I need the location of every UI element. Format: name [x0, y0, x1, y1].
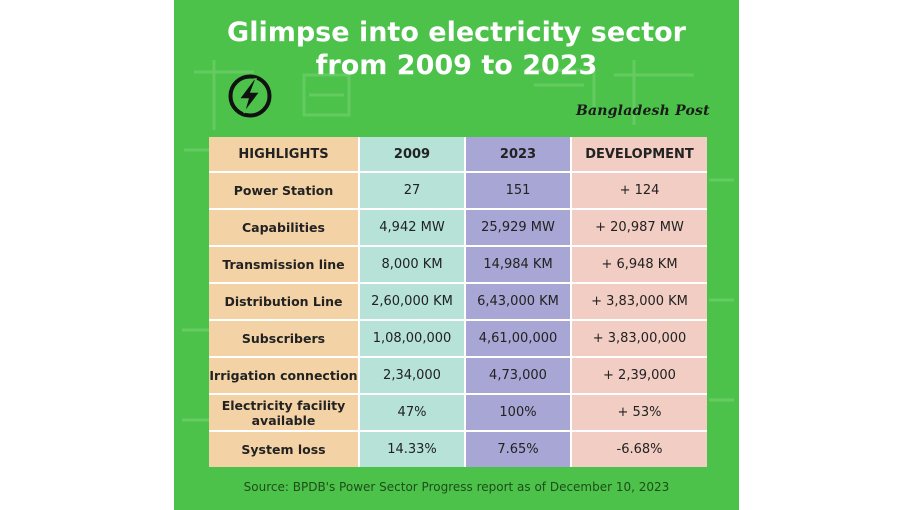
header-2023: 2023	[464, 137, 571, 172]
highlight-cell: Distribution Line	[209, 282, 359, 320]
highlight-cell: Transmission line	[209, 245, 359, 283]
value-2023-cell: 4,61,00,000	[464, 319, 571, 357]
development-cell: + 6,948 KM	[570, 245, 707, 283]
development-cell: + 2,39,000	[570, 356, 707, 394]
header-development: DEVELOPMENT	[570, 137, 707, 172]
development-cell: + 53%	[570, 393, 707, 431]
table-row: Capabilities 4,942 MW 25,929 MW + 20,987…	[209, 208, 707, 246]
highlight-cell: Subscribers	[209, 319, 359, 357]
title-line-2: from 2009 to 2023	[315, 50, 598, 81]
value-2009-cell: 2,34,000	[358, 356, 465, 394]
table-row: Distribution Line 2,60,000 KM 6,43,000 K…	[209, 282, 707, 320]
header-highlights: HIGHLIGHTS	[209, 137, 359, 172]
header-2009: 2009	[358, 137, 465, 172]
value-2009-cell: 4,942 MW	[358, 208, 465, 246]
value-2023-cell: 14,984 KM	[464, 245, 571, 283]
source-note: Source: BPDB's Power Sector Progress rep…	[243, 480, 670, 494]
table-row: Transmission line 8,000 KM 14,984 KM + 6…	[209, 245, 707, 283]
development-cell: -6.68%	[570, 430, 707, 467]
title-line-1: Glimpse into electricity sector	[227, 17, 686, 48]
table-row: Power Station 27 151 + 124	[209, 171, 707, 209]
value-2009-cell: 2,60,000 KM	[358, 282, 465, 320]
electricity-table: HIGHLIGHTS 2009 2023 DEVELOPMENT Power S…	[209, 137, 707, 467]
development-cell: + 20,987 MW	[570, 208, 707, 246]
highlight-cell: Irrigation connection	[209, 356, 359, 394]
value-2009-cell: 47%	[358, 393, 465, 431]
value-2023-cell: 100%	[464, 393, 571, 431]
development-cell: + 3,83,000 KM	[570, 282, 707, 320]
value-2023-cell: 6,43,000 KM	[464, 282, 571, 320]
value-2009-cell: 1,08,00,000	[358, 319, 465, 357]
highlight-cell: Electricity facility available	[209, 393, 359, 431]
value-2009-cell: 14.33%	[358, 430, 465, 467]
infographic-card: Glimpse into electricity sector from 200…	[174, 0, 739, 510]
table-header-row: HIGHLIGHTS 2009 2023 DEVELOPMENT	[209, 137, 707, 172]
table-row: Irrigation connection 2,34,000 4,73,000 …	[209, 356, 707, 394]
highlight-cell: Power Station	[209, 171, 359, 209]
development-cell: + 124	[570, 171, 707, 209]
highlight-cell: Capabilities	[209, 208, 359, 246]
table-row: Subscribers 1,08,00,000 4,61,00,000 + 3,…	[209, 319, 707, 357]
brand-logo-text: Bangladesh Post	[576, 103, 710, 119]
value-2023-cell: 7.65%	[464, 430, 571, 467]
lightning-bolt-icon	[228, 74, 272, 118]
value-2023-cell: 25,929 MW	[464, 208, 571, 246]
value-2023-cell: 4,73,000	[464, 356, 571, 394]
highlight-cell: System loss	[209, 430, 359, 467]
value-2009-cell: 8,000 KM	[358, 245, 465, 283]
table-row: System loss 14.33% 7.65% -6.68%	[209, 430, 707, 467]
page-title: Glimpse into electricity sector from 200…	[174, 16, 739, 82]
development-cell: + 3,83,00,000	[570, 319, 707, 357]
value-2009-cell: 27	[358, 171, 465, 209]
background-pylon-decoration	[182, 60, 734, 422]
table-row: Electricity facility available 47% 100% …	[209, 393, 707, 431]
value-2023-cell: 151	[464, 171, 571, 209]
